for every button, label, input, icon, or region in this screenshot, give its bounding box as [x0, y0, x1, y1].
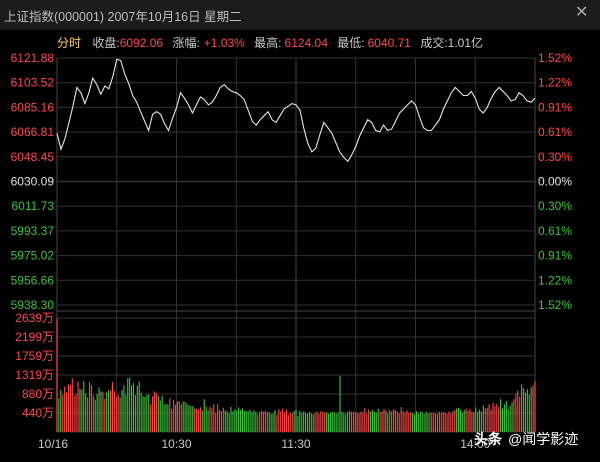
low-label: 最低: [337, 36, 364, 50]
percent-tick-label: 1.52% [538, 51, 572, 65]
volume-tick-label: 880万 [22, 387, 54, 401]
price-axis-labels: 6121.88 6103.52 6085.16 6066.81 6048.45 6030.… [11, 51, 55, 312]
price-tick-label: 6121.88 [11, 51, 55, 65]
price-tick-label: 5938.30 [11, 298, 55, 312]
price-tick-label: 5993.37 [11, 224, 55, 238]
percent-tick-label: 0.00% [538, 175, 572, 189]
high-value: 6124.04 [285, 36, 329, 50]
chart-mode-label: 分时 [57, 36, 81, 50]
change-label: 涨幅: [172, 35, 199, 50]
close-label: 收盘: [92, 35, 119, 50]
price-tick-label: 5975.02 [11, 249, 55, 263]
volume-tick-label: 2199万 [15, 330, 54, 344]
close-value: 6092.06 [120, 36, 164, 50]
grid-lines [56, 57, 536, 433]
percent-tick-label: 0.61% [538, 224, 572, 238]
volume-bars [56, 318, 536, 432]
percent-tick-label: 1.52% [538, 298, 572, 312]
time-tick-label: 10:30 [161, 437, 191, 451]
volume-tick-label: 2639万 [15, 311, 54, 325]
svg-text:分时 收盘:6092.06 涨幅:+1.03: 分时 收盘:6092.06 涨幅: +1.03% 最高: 6124.04 最低: 60… [57, 35, 483, 50]
volume-value: 1.01亿 [448, 35, 483, 50]
volume-tick-label: 1319万 [15, 368, 54, 382]
intraday-chart: 分时 收盘:6092.06 涨幅: +1.03% 最高: 6124.04 最低: 60… [11, 35, 573, 451]
title-bar: 上证指数(000001) 2007年10月16日 星期二 ✕ [0, 0, 600, 30]
price-tick-label: 6103.52 [11, 76, 55, 90]
watermark-handle: @闻学影迹 [508, 431, 579, 447]
price-line [56, 58, 536, 163]
percent-tick-label: 0.61% [538, 125, 572, 139]
time-tick-label: 10/16 [38, 437, 68, 451]
change-value: +1.03% [204, 36, 245, 50]
percent-tick-label: 0.30% [538, 199, 572, 213]
price-tick-label: 6030.09 [11, 175, 55, 189]
time-tick-label: 11:30 [281, 437, 310, 451]
price-tick-label: 6048.45 [11, 150, 55, 164]
volume-label: 成交: [420, 35, 447, 50]
high-label: 最高: [254, 35, 281, 50]
price-tick-label: 6085.16 [11, 100, 55, 114]
volume-axis-labels: 2639万 2199万 1759万 1319万 880万 440万 [15, 311, 54, 420]
time-tick-label: 14:00 [460, 437, 490, 451]
volume-tick-label: 440万 [22, 406, 54, 420]
percent-tick-label: 0.91% [538, 249, 572, 263]
watermark: 头条 @闻学影迹 [474, 429, 578, 449]
percent-tick-label: 1.22% [538, 273, 572, 287]
time-axis-labels: 10/16 10:30 11:30 14:00 [38, 437, 491, 451]
percent-tick-label: 0.91% [538, 100, 572, 114]
watermark-logo: 头条 [474, 431, 502, 447]
percent-tick-label: 0.30% [538, 150, 572, 164]
price-tick-label: 5956.66 [11, 273, 55, 287]
price-tick-label: 6011.73 [12, 199, 55, 213]
close-icon[interactable]: ✕ [575, 4, 589, 21]
percent-axis-labels: 1.52% 1.22% 0.91% 0.61% 0.30% 0.00% 0.30% 0.61%… [538, 51, 572, 312]
window-title: 上证指数(000001) 2007年10月16日 星期二 [4, 10, 242, 24]
low-value: 6040.71 [368, 36, 412, 50]
percent-tick-label: 1.22% [538, 76, 572, 90]
volume-tick-label: 1759万 [15, 349, 54, 363]
price-tick-label: 6066.81 [11, 125, 55, 139]
